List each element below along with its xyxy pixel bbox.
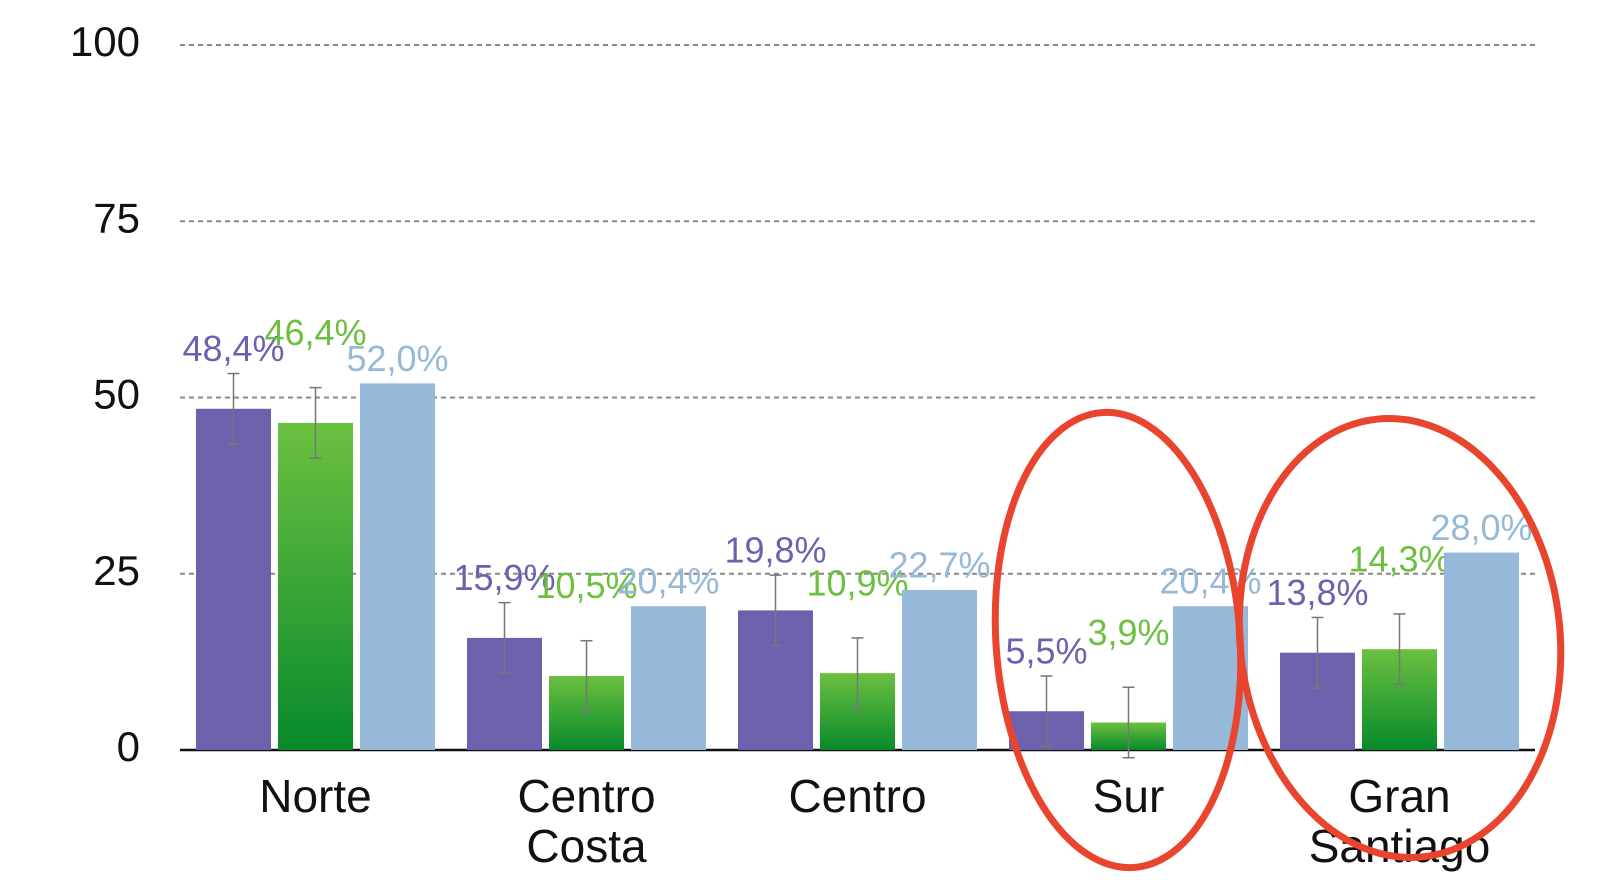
y-tick-label: 100: [70, 18, 140, 65]
chart: 0255075100Norte48,4%46,4%52,0%CentroCost…: [0, 0, 1620, 880]
bar: [360, 383, 435, 750]
y-tick-label: 75: [93, 194, 140, 241]
y-tick-label: 50: [93, 371, 140, 418]
value-label: 22,7%: [888, 544, 990, 585]
page: {"chart_data": {"type": "bar", "categori…: [0, 0, 1620, 880]
y-tick-label: 25: [93, 547, 140, 594]
x-tick-label: Norte: [259, 770, 371, 822]
value-label: 52,0%: [346, 338, 448, 379]
value-label: 20,4%: [617, 561, 719, 602]
value-label: 28,0%: [1430, 507, 1532, 548]
bar: [1444, 553, 1519, 750]
bar: [631, 606, 706, 750]
value-label: 5,5%: [1005, 630, 1087, 671]
bar: [278, 423, 353, 750]
x-tick-label: Sur: [1093, 770, 1165, 822]
bar: [902, 590, 977, 750]
y-tick-label: 0: [117, 723, 140, 770]
x-tick-label: Centro: [788, 770, 926, 822]
bar: [196, 409, 271, 750]
value-label: 3,9%: [1087, 612, 1169, 653]
